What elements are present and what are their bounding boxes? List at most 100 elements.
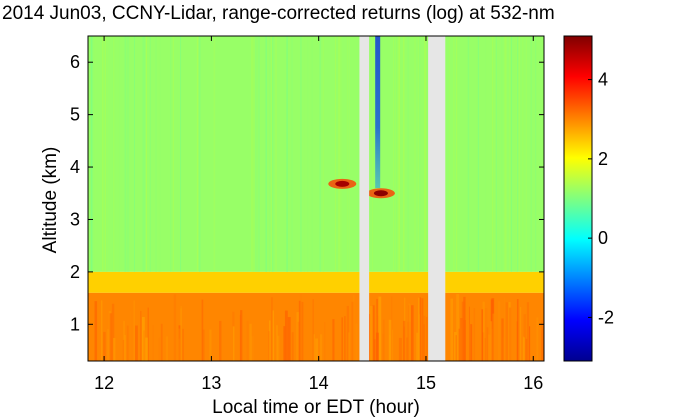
ft-streak xyxy=(307,36,309,272)
bl-streak xyxy=(100,300,103,361)
bl-streak xyxy=(209,329,212,361)
bl-streak xyxy=(505,302,508,361)
ft-streak xyxy=(172,36,174,272)
bl-streak xyxy=(180,308,183,361)
y-tick-label: 4 xyxy=(70,157,80,177)
ft-streak xyxy=(357,36,359,272)
ft-streak xyxy=(92,36,94,272)
bl-streak xyxy=(272,310,275,361)
bl-streak xyxy=(165,336,169,361)
ft-streak xyxy=(518,36,520,272)
ft-streak xyxy=(155,36,157,272)
bl-streak xyxy=(124,334,126,361)
bl-streak xyxy=(403,326,405,361)
ft-streak xyxy=(149,36,151,272)
bl-streak xyxy=(287,317,291,361)
bl-streak xyxy=(523,337,525,361)
x-tick-label: 14 xyxy=(309,373,329,393)
ft-streak xyxy=(380,36,382,272)
bl-streak xyxy=(488,334,491,361)
bl-streak xyxy=(344,316,346,361)
ft-streak xyxy=(395,36,397,272)
ft-streak xyxy=(414,36,416,272)
ft-streak xyxy=(90,36,92,272)
ft-streak xyxy=(180,36,182,272)
bl-streak xyxy=(419,297,421,361)
ft-streak xyxy=(476,36,478,272)
ft-streak xyxy=(272,36,274,272)
bl-streak xyxy=(470,324,473,361)
ft-streak xyxy=(255,36,257,272)
ft-streak xyxy=(323,36,325,272)
x-tick-label: 12 xyxy=(94,373,114,393)
bl-streak xyxy=(353,295,355,361)
ft-streak xyxy=(525,36,527,272)
ft-streak xyxy=(403,36,405,272)
bl-streak xyxy=(109,313,113,361)
ft-streak xyxy=(170,36,172,272)
bl-streak xyxy=(94,301,98,361)
ft-streak xyxy=(492,36,494,272)
y-axis: 1 2 3 4 5 6 xyxy=(70,52,544,334)
ft-streak xyxy=(106,36,108,272)
bl-streak xyxy=(88,333,90,361)
bl-streak xyxy=(135,325,138,361)
bl-streak xyxy=(375,313,377,361)
ft-streak xyxy=(300,36,302,272)
ft-streak xyxy=(303,36,305,272)
ft-streak xyxy=(335,36,337,272)
colorbar-tick-label: -2 xyxy=(598,307,614,327)
bl-streak xyxy=(141,316,145,361)
bl-streak xyxy=(461,301,465,361)
bl-streak xyxy=(490,321,493,361)
ft-streak xyxy=(214,36,216,272)
bl-streak xyxy=(324,321,326,361)
attenuation-column xyxy=(375,36,381,189)
bl-streak xyxy=(129,310,132,361)
ft-streak xyxy=(425,36,427,272)
y-tick-label: 2 xyxy=(70,262,80,282)
bl-streak xyxy=(107,329,109,361)
bl-streak xyxy=(382,319,385,361)
bl-streak xyxy=(251,336,254,361)
ft-streak xyxy=(265,36,267,272)
bl-streak xyxy=(113,337,116,361)
ft-streak xyxy=(127,36,129,272)
ft-streak xyxy=(114,36,116,272)
ft-streak xyxy=(88,36,90,272)
bl-streak xyxy=(372,305,375,361)
ft-streak xyxy=(252,36,254,272)
ft-streak xyxy=(291,36,293,272)
bl-streak xyxy=(389,335,391,361)
bl-streak xyxy=(454,331,457,361)
ft-streak xyxy=(196,36,198,272)
bl-streak xyxy=(481,309,484,361)
bl-streak xyxy=(398,337,402,361)
y-tick-label: 3 xyxy=(70,209,80,229)
ft-streak xyxy=(286,36,288,272)
ft-streak xyxy=(407,36,409,272)
ft-streak xyxy=(155,36,157,272)
ft-streak xyxy=(125,36,127,272)
ft-streak xyxy=(160,36,162,272)
bl-streak xyxy=(416,332,420,361)
ft-streak xyxy=(128,36,130,272)
bl-streak xyxy=(126,325,129,361)
ft-streak xyxy=(146,36,148,272)
ft-streak xyxy=(311,36,313,272)
ft-streak xyxy=(339,36,341,272)
ft-streak xyxy=(158,36,160,272)
ft-streak xyxy=(199,36,201,272)
bl-streak xyxy=(378,296,382,361)
bl-streak xyxy=(332,319,335,361)
ft-streak xyxy=(504,36,506,272)
bl-streak xyxy=(420,298,424,361)
x-axis-label: Local time or EDT (hour) xyxy=(212,397,420,418)
ft-streak xyxy=(142,36,144,272)
ft-streak xyxy=(495,36,497,272)
ft-streak xyxy=(322,36,324,272)
bl-streak xyxy=(284,310,288,361)
bl-streak xyxy=(341,317,343,361)
bl-streak xyxy=(536,317,539,361)
ft-streak xyxy=(172,36,174,272)
